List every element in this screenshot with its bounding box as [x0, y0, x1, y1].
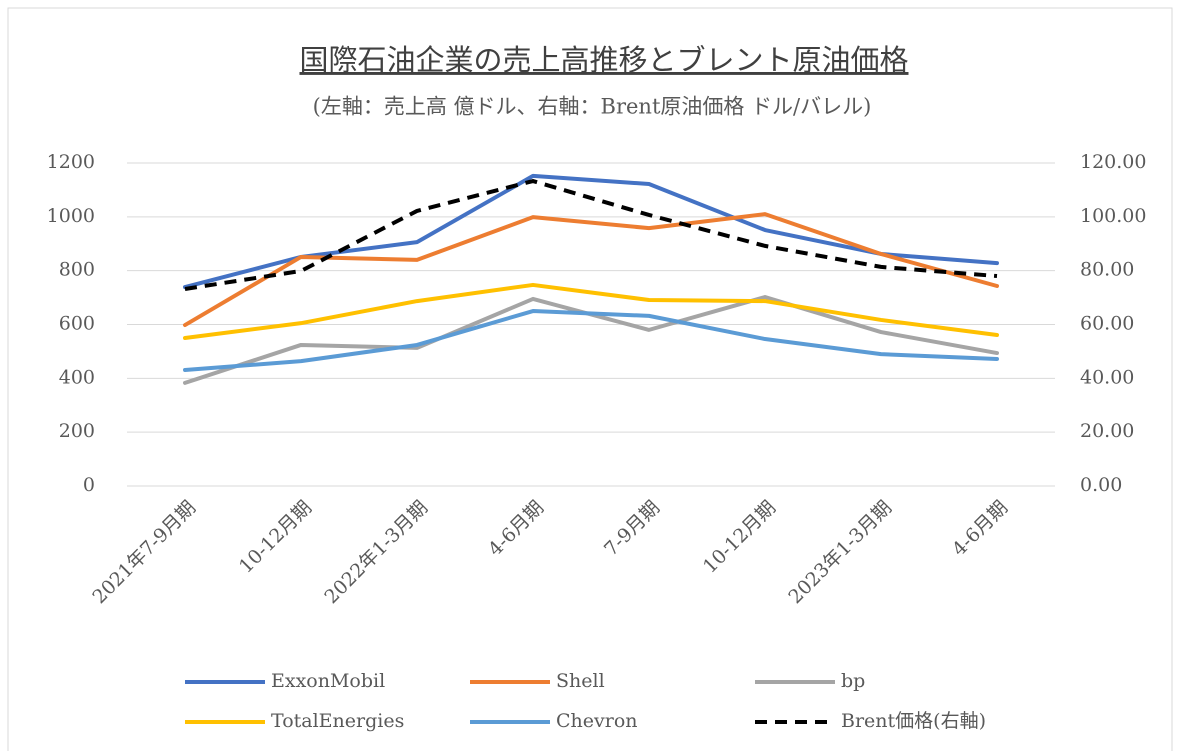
chart-title: 国際石油企業の売上高推移とブレント原油価格	[299, 43, 908, 77]
x-tick-label: 2021年7-9月期	[88, 497, 200, 609]
y2-tick-label: 80.00	[1080, 259, 1134, 281]
y2-tick-label: 120.00	[1080, 151, 1146, 173]
legend-label: ExxonMobil	[271, 670, 385, 692]
y2-tick-label: 20.00	[1080, 420, 1134, 442]
y2-tick-label: 100.00	[1080, 205, 1146, 227]
x-tick-label: 2023年1-3月期	[784, 497, 896, 609]
y-tick-label: 0	[83, 474, 95, 496]
y-tick-label: 600	[59, 313, 95, 335]
y-tick-label: 200	[59, 420, 95, 442]
x-tick-label: 10-12月期	[235, 497, 316, 578]
x-tick-label: 4-6月期	[948, 497, 1012, 561]
chart-subtitle: (左軸：売上高 億ドル、右軸：Brent原油価格 ドル/バレル)	[313, 95, 872, 119]
series-line	[183, 212, 999, 328]
frame	[7, 7, 1173, 751]
series-line	[183, 295, 999, 385]
series-line	[183, 173, 999, 290]
legend-label: Brent価格(右軸)	[841, 710, 986, 732]
legend-label: TotalEnergies	[271, 710, 404, 732]
x-tick-label: 10-12月期	[699, 497, 780, 578]
legend-label: bp	[841, 670, 865, 692]
y-tick-label: 400	[59, 366, 95, 388]
legend-label: Shell	[556, 670, 605, 692]
y-tick-label: 1000	[47, 205, 95, 227]
y-tick-label: 800	[59, 259, 95, 281]
legend-label: Chevron	[556, 710, 638, 732]
y2-tick-label: 40.00	[1080, 366, 1134, 388]
y-tick-label: 1200	[47, 151, 95, 173]
x-tick-label: 7-9月期	[600, 497, 664, 561]
x-tick-label: 2022年1-3月期	[320, 497, 432, 609]
x-tick-label: 4-6月期	[484, 497, 548, 561]
series-line	[183, 309, 999, 372]
y2-tick-label: 0.00	[1080, 474, 1122, 496]
series-line	[183, 282, 999, 340]
y2-tick-label: 60.00	[1080, 313, 1134, 335]
series-line	[184, 179, 998, 291]
